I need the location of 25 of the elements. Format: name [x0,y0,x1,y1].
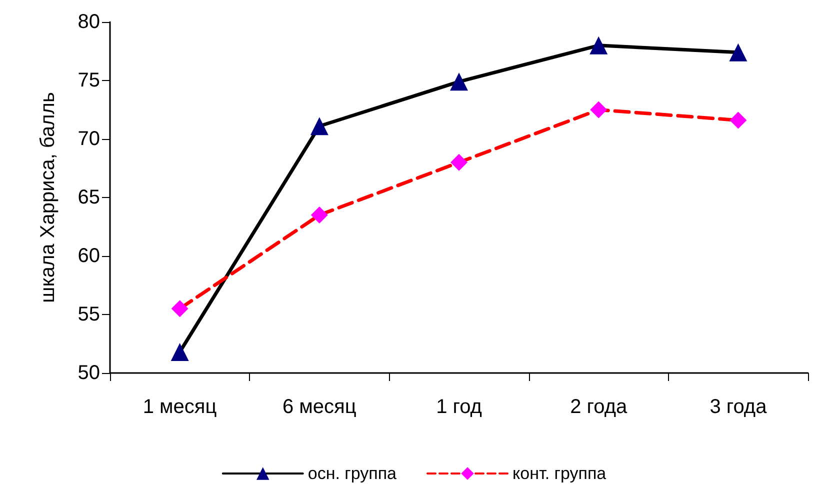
y-tick-label: 80 [78,11,100,33]
y-tick-label: 50 [78,362,100,384]
point [729,43,748,62]
y-tick-label: 70 [78,128,100,150]
x-tick-label: 1 месяц [142,396,217,418]
y-tick-label: 60 [78,245,100,267]
point [590,36,608,54]
point [171,300,188,318]
legend-label: конт. группа [512,464,607,483]
point [730,112,747,129]
x-tick-label: 2 года [570,396,628,418]
point [450,154,468,171]
point [310,206,328,224]
point [450,72,468,91]
y-tick-label: 55 [78,304,100,326]
point [170,342,189,361]
y-axis-title: шкала Харриса, балль [37,92,59,303]
x-tick-label: 6 месяц [282,396,356,418]
point [310,117,328,136]
legend-label: осн. группа [308,464,398,483]
x-tick-label: 3 года [710,396,768,418]
point [590,101,608,118]
x-tick-label: 1 год [436,396,482,418]
y-tick-label: 75 [78,70,100,92]
y-tick-label: 65 [78,186,100,208]
